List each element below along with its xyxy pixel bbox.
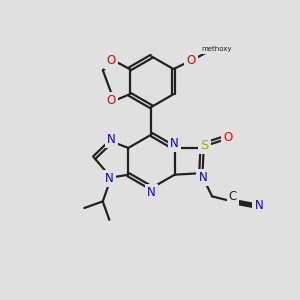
Text: C: C xyxy=(229,190,237,203)
Text: O: O xyxy=(106,54,116,67)
Text: S: S xyxy=(200,139,208,152)
Text: O: O xyxy=(223,130,232,144)
Text: methoxy: methoxy xyxy=(202,46,232,52)
Text: O: O xyxy=(187,54,196,67)
Text: N: N xyxy=(254,199,263,212)
Text: N: N xyxy=(199,171,207,184)
Text: O: O xyxy=(106,94,116,107)
Text: N: N xyxy=(105,172,114,185)
Text: N: N xyxy=(107,133,116,146)
Text: N: N xyxy=(147,186,156,199)
Text: N: N xyxy=(170,137,179,150)
